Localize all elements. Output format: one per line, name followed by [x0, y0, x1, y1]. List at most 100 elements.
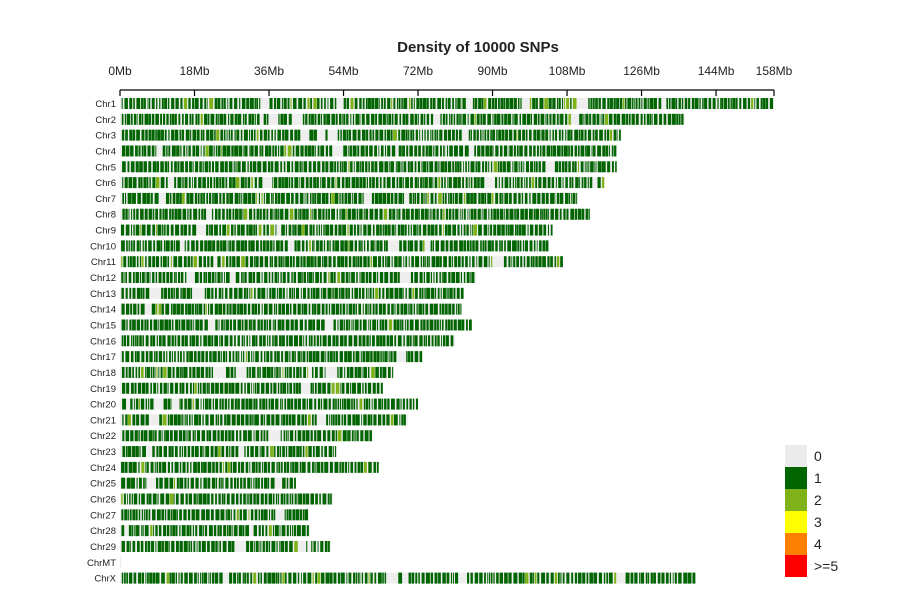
- chromosome-row: Chr22: [90, 430, 373, 442]
- density-stripe: [565, 113, 568, 125]
- density-stripe: [164, 224, 166, 236]
- density-stripe: [330, 98, 334, 109]
- density-stripe: [493, 208, 497, 220]
- density-stripe: [137, 540, 140, 552]
- density-stripe: [229, 446, 231, 458]
- density-stripe: [394, 287, 399, 299]
- density-stripe: [378, 192, 383, 204]
- x-tick-label: 144Mb: [698, 64, 735, 78]
- density-stripe: [215, 272, 217, 284]
- density-stripe: [331, 113, 335, 125]
- density-stripe: [277, 493, 280, 505]
- density-stripe: [191, 446, 195, 458]
- density-stripe: [337, 272, 340, 284]
- density-stripe: [562, 572, 565, 584]
- density-stripe: [182, 192, 185, 204]
- density-stripe: [350, 98, 354, 109]
- density-stripe: [174, 382, 178, 394]
- density-stripe: [488, 161, 490, 173]
- density-stripe: [361, 335, 363, 347]
- density-stripe: [161, 303, 164, 315]
- density-stripe: [322, 430, 326, 442]
- density-stripe: [442, 192, 445, 204]
- density-stripe: [168, 145, 171, 157]
- density-stripe: [150, 382, 152, 394]
- density-stripe: [344, 461, 348, 473]
- density-stripe: [121, 493, 123, 505]
- density-stripe: [224, 414, 227, 426]
- density-stripe: [289, 208, 294, 220]
- density-stripe: [449, 192, 453, 204]
- density-stripe: [164, 477, 169, 489]
- density-stripe: [130, 351, 134, 363]
- density-stripe: [341, 382, 345, 394]
- density-stripe: [311, 414, 314, 426]
- density-stripe: [222, 177, 225, 189]
- density-stripe: [258, 366, 260, 378]
- density-stripe: [365, 145, 369, 157]
- density-stripe: [255, 224, 258, 236]
- density-stripe: [126, 319, 128, 331]
- density-stripe: [448, 208, 452, 220]
- density-stripe: [494, 113, 497, 125]
- density-stripe: [192, 366, 196, 378]
- density-stripe: [439, 319, 441, 331]
- chromosome-bar: [120, 113, 686, 125]
- x-axis: 0Mb 18Mb 36Mb 54Mb 72Mb 90Mb 108Mb 126Mb 144Mb 15…: [108, 64, 793, 96]
- density-stripe: [203, 303, 206, 315]
- density-stripe: [201, 208, 204, 220]
- density-stripe: [441, 335, 443, 347]
- density-stripe: [401, 414, 404, 426]
- density-stripe: [291, 161, 294, 173]
- density-stripes: [121, 303, 462, 315]
- density-stripe: [178, 430, 183, 442]
- density-stripe: [419, 272, 423, 284]
- density-stripe: [148, 398, 150, 410]
- density-stripe: [248, 272, 253, 284]
- density-stripe: [498, 177, 500, 189]
- density-stripe: [172, 192, 176, 204]
- density-stripe: [241, 272, 243, 284]
- density-stripe: [260, 414, 264, 426]
- density-stripe: [271, 272, 274, 284]
- density-stripe: [369, 335, 371, 347]
- density-stripe: [294, 319, 298, 331]
- density-stripe: [121, 351, 124, 363]
- density-stripe: [602, 98, 606, 109]
- density-stripe: [267, 572, 271, 584]
- density-stripe: [493, 572, 495, 584]
- density-stripe: [517, 177, 520, 189]
- density-stripe: [432, 177, 434, 189]
- density-stripe: [414, 177, 418, 189]
- density-stripe: [387, 256, 391, 268]
- density-stripe: [534, 572, 537, 584]
- density-stripe: [501, 240, 503, 252]
- density-stripe: [145, 287, 150, 299]
- density-stripe: [169, 208, 171, 220]
- density-stripe: [643, 98, 647, 109]
- density-stripe: [640, 572, 645, 584]
- density-stripe: [723, 98, 728, 109]
- density-stripe: [131, 477, 135, 489]
- density-stripe: [303, 256, 306, 268]
- density-stripe: [286, 366, 289, 378]
- density-stripe: [363, 240, 366, 252]
- density-stripe: [331, 382, 335, 394]
- density-stripe: [530, 113, 533, 125]
- density-stripe: [141, 113, 144, 125]
- density-stripe: [297, 224, 302, 236]
- density-stripe: [249, 256, 254, 268]
- density-stripe: [661, 572, 665, 584]
- density-stripe: [412, 287, 415, 299]
- density-stripe: [317, 161, 321, 173]
- density-stripe: [235, 161, 237, 173]
- density-stripe: [333, 572, 337, 584]
- density-stripe: [165, 240, 170, 252]
- density-stripe: [124, 113, 127, 125]
- density-stripe: [169, 113, 172, 125]
- density-stripe: [277, 129, 281, 141]
- density-stripe: [671, 98, 676, 109]
- density-stripe: [206, 224, 209, 236]
- density-stripe: [312, 351, 316, 363]
- density-stripe: [356, 398, 358, 410]
